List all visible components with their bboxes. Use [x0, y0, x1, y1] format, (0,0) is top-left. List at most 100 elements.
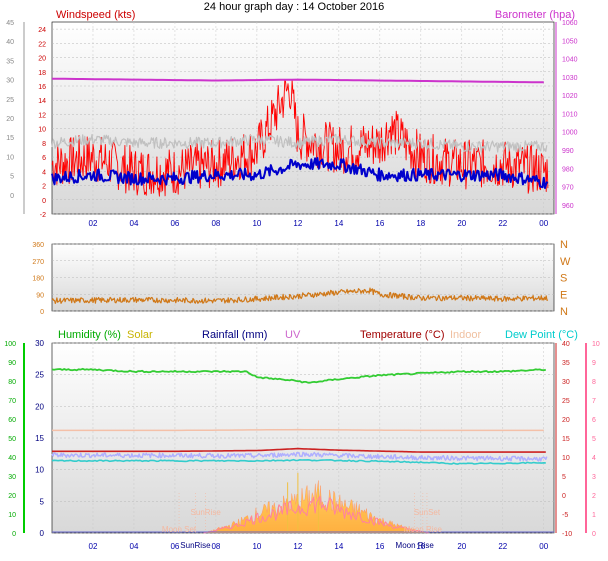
- wind-tick-label: 8: [42, 141, 46, 148]
- uv-tick-label: 7: [592, 398, 596, 405]
- event-label: Moon Set: [162, 525, 197, 534]
- solar-tick-label: 0: [40, 529, 45, 538]
- temperature-tick-label: 40: [562, 341, 570, 348]
- temperature-band-series: [51, 451, 548, 462]
- wind-tick-label: 20: [38, 56, 46, 63]
- event-label: SunSet: [414, 508, 441, 517]
- temperature-tick-label: -5: [562, 512, 568, 519]
- x-tick-label: 12: [293, 542, 302, 551]
- climate-legend-label: UV: [285, 329, 301, 341]
- indoor-series: [52, 428, 544, 432]
- solar-tick-label: 30: [35, 339, 44, 348]
- gust-average-series: [51, 133, 548, 153]
- humidity-tick-label: 30: [8, 474, 16, 481]
- windspeed-title: Windspeed (kts): [56, 9, 135, 21]
- humidity-tick-label: 70: [8, 398, 16, 405]
- outer-tick-label: 30: [6, 78, 14, 85]
- baro-tick-label: 980: [562, 166, 574, 173]
- humidity-tick-label: 90: [8, 360, 16, 367]
- direction-tick-label: 270: [32, 259, 44, 266]
- humidity-tick-label: 80: [8, 379, 16, 386]
- uv-tick-label: 4: [592, 455, 596, 462]
- x-tick-label: 16: [375, 542, 384, 551]
- temperature-tick-label: -10: [562, 531, 572, 538]
- wind-panel: [51, 21, 555, 215]
- x-tick-label: 02: [89, 542, 98, 551]
- uv-tick-label: 0: [592, 531, 596, 538]
- x-tick-label: 16: [375, 219, 384, 228]
- wind-tick-label: 22: [38, 41, 46, 48]
- outer-tick-label: 40: [6, 39, 14, 46]
- baro-tick-label: 1060: [562, 20, 578, 27]
- wind-average-series: [51, 157, 549, 189]
- x-tick-label: 00: [539, 219, 548, 228]
- temperature-tick-label: 20: [562, 417, 570, 424]
- compass-label: S: [560, 273, 567, 285]
- event-label: Moon Rise: [396, 541, 435, 550]
- wind-tick-label: -2: [40, 212, 46, 219]
- wind-tick-label: 12: [38, 112, 46, 119]
- humidity-series: [51, 367, 547, 384]
- uv-tick-label: 8: [592, 379, 596, 386]
- outer-tick-label: 5: [10, 174, 14, 181]
- climate-legend-label: Dew Point (°C): [505, 329, 578, 341]
- wind-direction-series: [51, 287, 549, 304]
- uv-tick-label: 6: [592, 417, 596, 424]
- baro-tick-label: 960: [562, 203, 574, 210]
- humidity-tick-label: 50: [8, 436, 16, 443]
- outer-tick-label: 10: [6, 154, 14, 161]
- wind-tick-label: 0: [42, 198, 46, 205]
- event-label: SunRise: [180, 541, 211, 550]
- compass-label: W: [560, 256, 571, 268]
- compass-label: N: [560, 239, 568, 251]
- direction-tick-label: 90: [36, 292, 44, 299]
- wind-tick-label: 4: [42, 169, 46, 176]
- climate-legend-label: Humidity (%): [58, 329, 121, 341]
- x-tick-label: 22: [498, 542, 507, 551]
- outer-tick-label: 15: [6, 135, 14, 142]
- humidity-tick-label: 0: [12, 531, 16, 538]
- uv-series: [203, 495, 429, 534]
- temperature-tick-label: 10: [562, 455, 570, 462]
- x-tick-label: 14: [334, 219, 343, 228]
- barometer-title: Barometer (hpa): [495, 9, 575, 21]
- baro-tick-label: 1000: [562, 130, 578, 137]
- outer-tick-label: 20: [6, 116, 14, 123]
- temperature-tick-label: 35: [562, 360, 570, 367]
- wind-tick-label: 10: [38, 127, 46, 134]
- dewpoint-series: [51, 458, 546, 465]
- outer-tick-label: 35: [6, 58, 14, 65]
- uv-tick-label: 3: [592, 474, 596, 481]
- uv-tick-label: 10: [592, 341, 600, 348]
- x-tick-label: 08: [211, 542, 220, 551]
- baro-tick-label: 970: [562, 185, 574, 192]
- solar-tick-label: 20: [35, 402, 44, 411]
- wind-tick-label: 2: [42, 184, 46, 191]
- temperature-tick-label: 25: [562, 398, 570, 405]
- x-tick-label: 06: [170, 219, 179, 228]
- outer-tick-label: 25: [6, 97, 14, 104]
- baro-tick-label: 1040: [562, 57, 578, 64]
- baro-tick-label: 990: [562, 148, 574, 155]
- temperature-tick-label: 0: [562, 493, 566, 500]
- wind-series: [51, 78, 549, 197]
- x-tick-label: 12: [293, 219, 302, 228]
- wind-tick-label: 14: [38, 98, 46, 105]
- solar-tick-label: 5: [40, 497, 45, 506]
- barometer-series: [51, 77, 544, 84]
- wind-tick-label: 6: [42, 155, 46, 162]
- humidity-tick-label: 100: [4, 341, 16, 348]
- solar-tick-label: 15: [35, 434, 44, 443]
- uv-tick-label: 2: [592, 493, 596, 500]
- climate-legend-label: Solar: [127, 329, 153, 341]
- wind-tick-label: 16: [38, 84, 46, 91]
- x-tick-label: 04: [130, 542, 139, 551]
- direction-tick-label: 0: [40, 309, 44, 316]
- baro-tick-label: 1020: [562, 93, 578, 100]
- x-tick-label: 08: [211, 219, 220, 228]
- x-tick-label: 18: [416, 219, 425, 228]
- humidity-tick-label: 10: [8, 512, 16, 519]
- compass-label: N: [560, 306, 568, 318]
- baro-tick-label: 1050: [562, 38, 578, 45]
- temperature-series: [52, 447, 546, 453]
